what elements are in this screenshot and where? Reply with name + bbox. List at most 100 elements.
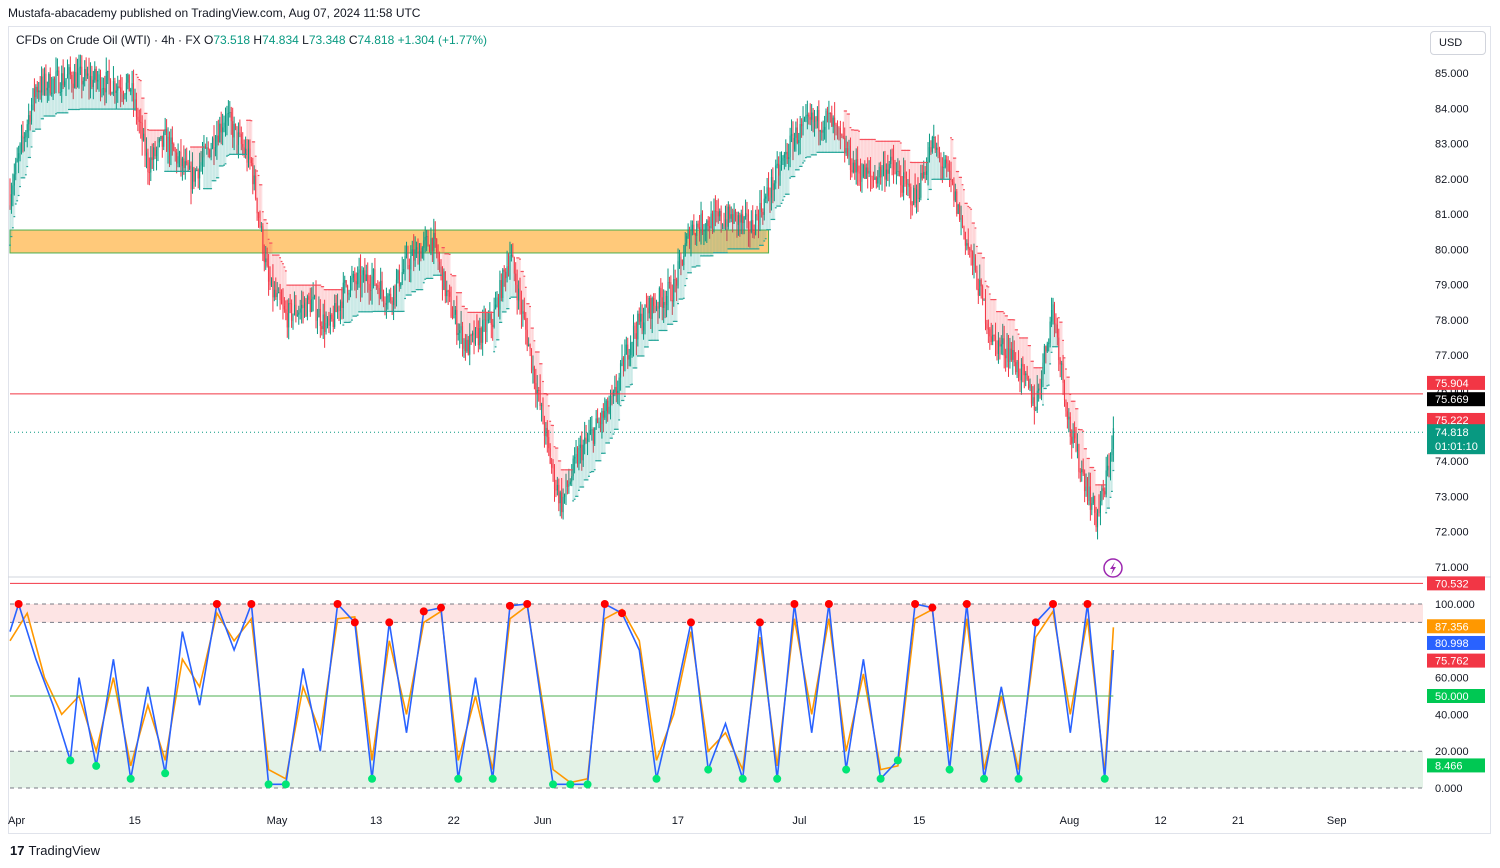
candle-body	[288, 303, 290, 328]
supertrend-fill	[1079, 429, 1082, 473]
supertrend-fill	[226, 113, 228, 157]
supertrend-fill	[88, 83, 90, 110]
symbol-legend[interactable]: CFDs on Crude Oil (WTI) · 4h · FX O73.51…	[16, 33, 487, 47]
candle-body	[35, 86, 37, 97]
candle-body	[121, 91, 123, 95]
oversold-dot	[454, 774, 463, 783]
supertrend-fill	[559, 460, 562, 493]
oversold-dot	[980, 774, 989, 783]
supertrend-fill	[901, 150, 904, 193]
candle-body	[644, 304, 646, 323]
supertrend-fill	[1036, 367, 1039, 391]
supertrend-fill	[685, 236, 688, 279]
candle-body	[746, 212, 748, 215]
candle-body	[1020, 363, 1022, 381]
candle-body	[617, 390, 619, 395]
supertrend-fill	[1066, 377, 1069, 420]
supertrend-fill	[965, 203, 968, 244]
candle-body	[851, 169, 853, 173]
supertrend-fill	[306, 285, 309, 297]
supertrend-fill	[520, 271, 523, 314]
supertrend-fill	[1029, 345, 1031, 385]
candle-body	[1099, 501, 1101, 514]
price-axis-tick: 85.000	[1435, 68, 1469, 80]
supertrend-fill	[241, 147, 244, 155]
candle-body	[329, 314, 331, 326]
supertrend-fill	[532, 328, 534, 367]
supertrend-fill	[950, 137, 952, 181]
candle-body	[1042, 362, 1044, 381]
candle-body	[973, 257, 975, 266]
candle-body	[286, 313, 288, 328]
candle-body	[814, 117, 816, 122]
supertrend-fill	[986, 285, 988, 329]
supertrend-fill	[951, 139, 954, 182]
candle-body	[59, 92, 61, 94]
candle-body	[723, 224, 725, 227]
candle-body	[451, 316, 453, 319]
supertrend-fill	[432, 232, 435, 276]
candle-body	[658, 288, 660, 309]
supertrend-fill	[128, 91, 131, 110]
supertrend-fill	[1006, 315, 1008, 349]
supertrend-fill	[825, 110, 827, 153]
supertrend-fill	[131, 83, 134, 110]
candle-body	[1081, 469, 1083, 473]
candle-body	[388, 293, 390, 296]
supertrend-fill	[141, 98, 144, 141]
supertrend-fill	[898, 141, 901, 177]
supertrend-fill	[583, 437, 586, 480]
ohlc-open: 73.518	[213, 33, 251, 47]
candle-body	[990, 336, 992, 342]
supertrend-fill	[125, 82, 128, 110]
candle-body	[645, 304, 647, 308]
supertrend-fill	[876, 141, 879, 178]
supertrend-fill	[63, 81, 66, 113]
candle-body	[314, 295, 316, 297]
supertrend-fill	[924, 162, 927, 175]
candle-body	[1085, 486, 1087, 492]
supertrend-fill	[869, 139, 872, 177]
supertrend-fill	[503, 271, 506, 312]
price-label: 75.222	[1435, 415, 1469, 427]
candle-body	[431, 238, 433, 252]
supertrend-fill	[810, 112, 813, 155]
candle-body	[927, 156, 929, 172]
supertrend-fill	[200, 147, 202, 163]
candle-body	[1088, 486, 1090, 501]
supertrend-fill	[973, 223, 975, 258]
supertrend-fill	[1057, 317, 1060, 361]
candle-body	[835, 124, 837, 126]
supertrend-fill	[1026, 337, 1029, 380]
candle-body	[584, 437, 586, 445]
supertrend-fill	[375, 285, 378, 312]
candle-body	[939, 152, 941, 158]
symbol-name[interactable]: CFDs on Crude Oil (WTI) · 4h · FX	[16, 33, 201, 47]
candle-body	[429, 246, 431, 252]
supertrend-fill	[746, 214, 748, 249]
supertrend-fill	[184, 161, 187, 172]
candle-body	[924, 171, 926, 175]
supertrend-fill	[967, 206, 970, 249]
candle-body	[378, 287, 380, 299]
candle-body	[782, 157, 784, 162]
supertrend-fill	[700, 213, 702, 256]
supertrend-fill	[1019, 337, 1021, 381]
supertrend-fill	[917, 162, 919, 200]
candle-body	[963, 227, 965, 233]
supertrend-fill	[593, 427, 596, 470]
candle-body	[1055, 323, 1057, 325]
currency-selector[interactable]: USD	[1430, 31, 1486, 55]
supertrend-fill	[419, 258, 422, 290]
supertrend-fill	[442, 247, 445, 272]
candle-body	[871, 176, 873, 180]
candle-body	[1108, 465, 1110, 468]
candle-body	[411, 249, 413, 256]
supertrend-fill	[151, 130, 154, 161]
supertrend-fill	[792, 149, 794, 177]
publisher-caption: Mustafa-abacademy published on TradingVi…	[8, 6, 421, 20]
candle-body	[515, 273, 517, 285]
supertrend-fill	[680, 259, 682, 300]
candle-body	[466, 339, 468, 352]
